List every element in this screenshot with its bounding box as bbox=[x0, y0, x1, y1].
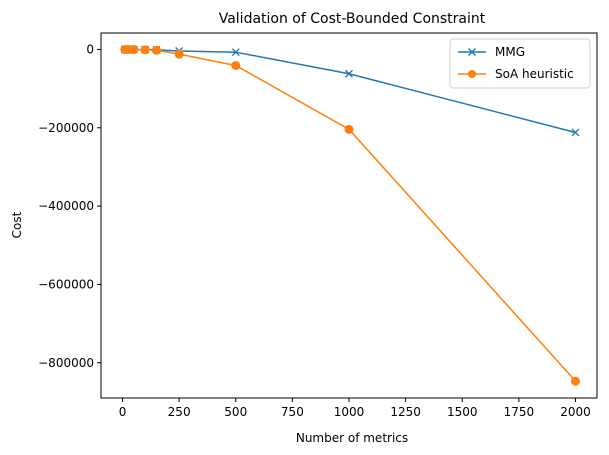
plot-area bbox=[120, 44, 580, 386]
y-tick-label: −200000 bbox=[38, 121, 94, 135]
y-tick-label: −800000 bbox=[38, 356, 94, 370]
data-point bbox=[570, 376, 580, 386]
legend-marker bbox=[468, 70, 476, 78]
legend: MMG SoA heuristic bbox=[449, 38, 591, 89]
x-tick-label: 0 bbox=[119, 405, 127, 419]
x-axis-label: Number of metrics bbox=[296, 431, 408, 445]
y-axis-label: Cost bbox=[10, 211, 24, 238]
series-line-2 bbox=[124, 48, 577, 382]
x-tick-label: 1000 bbox=[334, 405, 365, 419]
x-tick-label: 1500 bbox=[447, 405, 478, 419]
y-axis: 0 −200000 −400000 −600000 −800000 bbox=[38, 42, 101, 370]
legend-label: MMG bbox=[495, 45, 525, 59]
legend-label: SoA heuristic bbox=[495, 67, 574, 81]
data-point bbox=[129, 44, 139, 54]
y-tick-label: −600000 bbox=[38, 277, 94, 291]
data-point bbox=[174, 49, 184, 59]
x-tick-label: 500 bbox=[224, 405, 247, 419]
data-point bbox=[151, 45, 161, 55]
legend-marker bbox=[468, 48, 476, 56]
data-point bbox=[344, 124, 354, 134]
y-tick-label: −400000 bbox=[38, 199, 94, 213]
data-point bbox=[231, 48, 240, 57]
chart-title: Validation of Cost-Bounded Constraint bbox=[219, 11, 486, 27]
data-point bbox=[231, 61, 241, 71]
x-tick-label: 250 bbox=[168, 405, 191, 419]
data-point bbox=[140, 45, 150, 55]
data-point bbox=[345, 69, 353, 78]
x-tick-label: 1250 bbox=[390, 405, 421, 419]
x-tick-label: 1750 bbox=[504, 405, 535, 419]
data-point bbox=[571, 128, 580, 137]
y-tick-label: 0 bbox=[86, 42, 94, 56]
x-tick-label: 750 bbox=[281, 405, 304, 419]
x-axis: 0 250 500 750 1000 1250 1500 1750 2000 bbox=[119, 398, 591, 419]
x-tick-label: 2000 bbox=[560, 405, 591, 419]
